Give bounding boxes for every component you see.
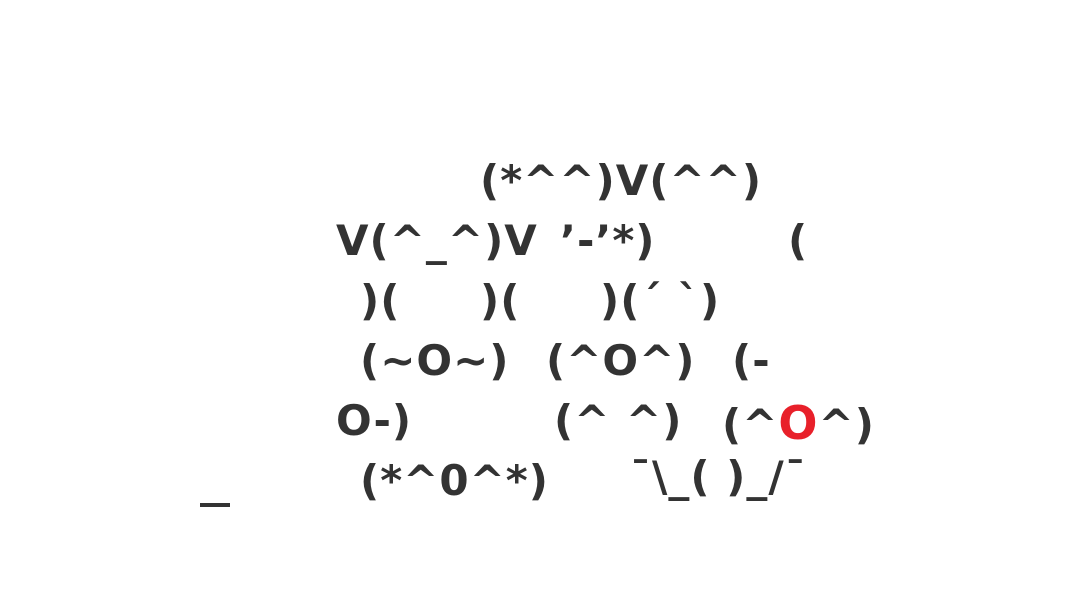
emoticon-row3b: )( — [480, 276, 521, 325]
stray-underscore: _ — [200, 503, 230, 507]
emoticon-row4a: (~O~) — [360, 336, 510, 385]
emoticon-row2b: ’-’*) — [560, 216, 656, 265]
emoticon-row3a: )( — [360, 276, 401, 325]
emoticon-row5c: (^O^) — [722, 400, 875, 446]
emoticon-row6a: (*^0^*) — [360, 456, 549, 505]
emoticon-row2c: ( — [788, 216, 809, 265]
emoticon-row5a: O-) — [336, 396, 413, 445]
emoticon-row2a: V(^_^)V — [336, 216, 538, 265]
emoticon-row4b: (^O^) — [546, 336, 696, 385]
emoticon-row6b: ¯\_( )_/¯ — [630, 452, 807, 501]
stray-underscore-text: _ — [200, 501, 230, 507]
emoticon-row4c: (- — [732, 336, 771, 385]
emoticon-highlight-o: O — [778, 396, 819, 450]
emoticon-row5c-pre: (^ — [722, 400, 779, 449]
emoticon-row5b: (^ ^) — [554, 396, 683, 445]
emoticon-row5c-post: ^) — [818, 400, 875, 449]
emoticon-row3c: )(´ `) — [600, 276, 721, 325]
emoticon-row1: (*^^)V(^^) — [480, 156, 763, 205]
